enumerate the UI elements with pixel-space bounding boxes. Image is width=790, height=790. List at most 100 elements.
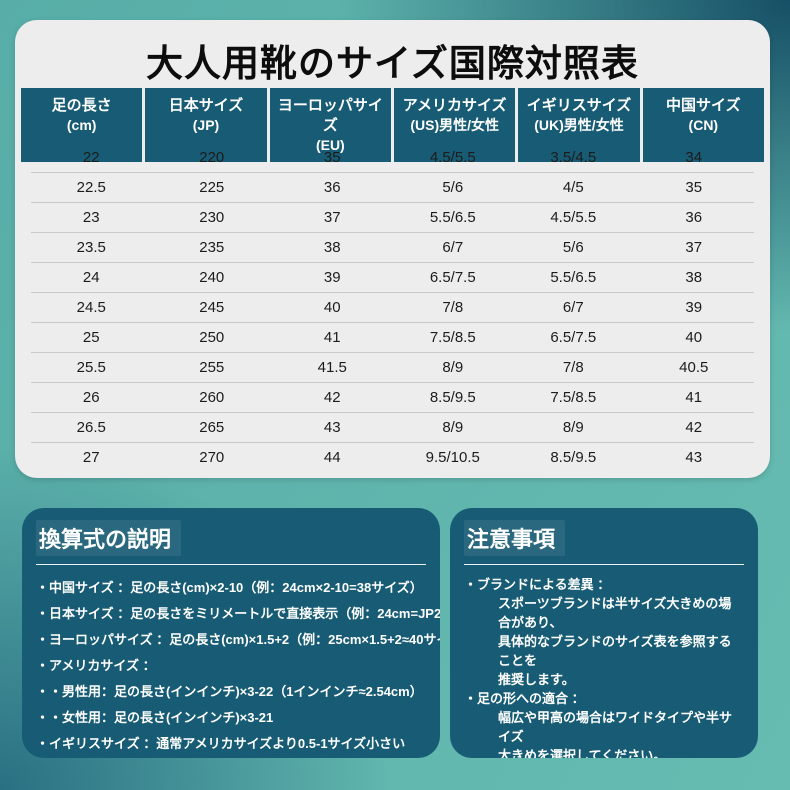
table-cell: 5/6	[442, 179, 464, 196]
note-title: ・足の形への適合 ：	[464, 691, 585, 706]
heading-divider	[36, 564, 426, 565]
table-header-cell: 中国サイズ (CN)	[642, 88, 764, 162]
notes-heading: 注意事項	[464, 520, 566, 556]
table-cell: 35	[685, 179, 703, 196]
table-cell: 43	[685, 449, 703, 466]
note-line: 大きめを選択してください。	[498, 748, 667, 758]
table-cell: 39	[685, 299, 703, 316]
table-cell: 8.5/9.5	[429, 389, 476, 406]
table-cell: 260	[199, 389, 225, 406]
note-line: スポーツブランドは半サイズ大きめの場合があり、	[498, 596, 732, 630]
header-label: 中国サイズ	[666, 97, 741, 114]
table-cell: 34	[685, 148, 703, 166]
table-cell: 7/8	[562, 359, 584, 376]
table-cell: 230	[199, 209, 225, 226]
table-cell: 3.5/4.5	[550, 148, 597, 166]
table-header-cell: ヨーロッパサイズ (EU)	[269, 88, 391, 162]
table-row: 24 240 39 6.5/7.5 5.5/6.5 38	[31, 262, 754, 292]
table-row: 25 250 41 7.5/8.5 6.5/7.5 40	[31, 322, 754, 352]
table-cell: 220	[199, 148, 225, 166]
table-row: 27 270 44 9.5/10.5 8.5/9.5 43	[31, 442, 754, 472]
table-row: 23.5 235 38 6/7 5/6 37	[31, 232, 754, 262]
table-header-cell: 足の長さ (cm)	[21, 88, 143, 162]
table-cell: 40.5	[679, 359, 709, 376]
formula-item: ・・男性用：足の長さ(インインチ)×3-22（1インインチ≈2.54cm）	[36, 684, 423, 699]
table-cell: 250	[199, 329, 225, 346]
formula-item: ・ヨーロッパサイズ ：足の長さ(cm)×1.5+2（例：25cm×1.5+2≈4…	[36, 632, 440, 647]
table-cell: 41	[685, 389, 703, 406]
table-cell: 255	[199, 359, 225, 376]
table-row: 26 260 42 8.5/9.5 7.5/8.5 41	[31, 382, 754, 412]
formula-item: ・・女性用：足の長さ(インインチ)×3-21	[36, 710, 274, 725]
table-cell: 36	[323, 179, 341, 196]
table-cell: 240	[199, 269, 225, 286]
table-cell: 6/7	[442, 239, 464, 256]
table-cell: 270	[199, 449, 225, 466]
table-row: 23 230 37 5.5/6.5 4.5/5.5 36	[31, 202, 754, 232]
table-cell: 37	[323, 209, 341, 226]
table-cell: 38	[323, 239, 341, 256]
table-cell: 41.5	[317, 359, 347, 376]
table-cell: 40	[685, 329, 703, 346]
table-cell: 22	[82, 148, 100, 166]
table-cell: 23.5	[76, 239, 106, 256]
formula-item: ・イギリスサイズ ：通常アメリカサイズより0.5-1サイズ小さい	[36, 736, 406, 751]
formulas-heading: 換算式の説明	[36, 520, 182, 556]
table-cell: 39	[323, 269, 341, 286]
table-cell: 37	[685, 239, 703, 256]
formula-item: ・日本サイズ ：足の長さをミリメートルで直接表示（例：24cm=JP240）	[36, 606, 440, 621]
table-cell: 35	[323, 148, 341, 166]
table-cell: 5.5/6.5	[429, 209, 476, 226]
table-header-cell: 日本サイズ (JP)	[145, 88, 267, 162]
table-cell: 245	[199, 299, 225, 316]
formula-item: ・アメリカサイズ ：	[36, 658, 156, 673]
table-row: 26.5 265 43 8/9 8/9 42	[31, 412, 754, 442]
formulas-panel: 換算式の説明 ・中国サイズ ：足の長さ(cm)×2-10（例：24cm×2-10…	[22, 508, 440, 758]
table-cell: 4.5/5.5	[550, 209, 597, 226]
table-cell: 6/7	[562, 299, 584, 316]
size-chart-card: 大人用靴のサイズ国際対照表 足の長さ (cm) 日本サイズ (JP) ヨーロッパ…	[15, 20, 770, 478]
header-unit: (cm)	[66, 117, 97, 133]
table-cell: 22.5	[76, 179, 106, 196]
table-cell: 23	[82, 209, 100, 226]
table-cell: 25	[82, 329, 100, 346]
note-line: 推奨します。	[498, 672, 575, 687]
note-line: 幅広や甲高の場合はワイドタイプや半サイズ	[498, 710, 733, 744]
table-body: 22 220 35 4.5/5.5 3.5/4.5 34 22.5 225 36…	[31, 142, 754, 472]
table-cell: 7.5/8.5	[550, 389, 597, 406]
table-cell: 5.5/6.5	[550, 269, 597, 286]
notes-panel: 注意事項 ・ブランドによる差異 ： スポーツブランドは半サイズ大きめの場合があり…	[450, 508, 758, 758]
header-unit: (US)男性/女性	[410, 117, 499, 133]
table-cell: 26.5	[76, 419, 106, 436]
page-title: 大人用靴のサイズ国際対照表	[146, 43, 639, 84]
table-cell: 9.5/10.5	[425, 449, 480, 466]
table-cell: 8/9	[442, 359, 464, 376]
header-label: 足の長さ	[51, 97, 112, 114]
note-line: 具体的なブランドのサイズ表を参照することを	[498, 634, 732, 668]
table-cell: 24.5	[76, 299, 106, 316]
header-unit: (JP)	[192, 117, 220, 133]
table-cell: 8.5/9.5	[550, 449, 597, 466]
table-cell: 4.5/5.5	[429, 148, 476, 166]
table-cell: 235	[199, 239, 225, 256]
header-unit: (EU)	[315, 137, 345, 153]
table-row: 25.5 255 41.5 8/9 7/8 40.5	[31, 352, 754, 382]
table-cell: 4/5	[562, 179, 584, 196]
table-cell: 7.5/8.5	[429, 329, 476, 346]
table-cell: 7/8	[442, 299, 464, 316]
table-cell: 24	[82, 269, 100, 286]
table-row: 24.5 245 40 7/8 6/7 39	[31, 292, 754, 322]
table-header-row: 足の長さ (cm) 日本サイズ (JP) ヨーロッパサイズ (EU) アメリカサ…	[21, 88, 764, 162]
table-cell: 25.5	[76, 359, 106, 376]
table-cell: 225	[199, 179, 225, 196]
formula-item: ・中国サイズ ：足の長さ(cm)×2-10（例：24cm×2-10=38サイズ）	[36, 580, 423, 595]
table-cell: 6.5/7.5	[429, 269, 476, 286]
table-cell: 44	[323, 449, 341, 466]
header-label: ヨーロッパサイズ	[277, 97, 383, 134]
table-cell: 36	[685, 209, 703, 226]
table-cell: 8/9	[442, 419, 464, 436]
note-title: ・ブランドによる差異 ：	[464, 577, 611, 592]
table-cell: 43	[323, 419, 341, 436]
table-cell: 42	[323, 389, 341, 406]
